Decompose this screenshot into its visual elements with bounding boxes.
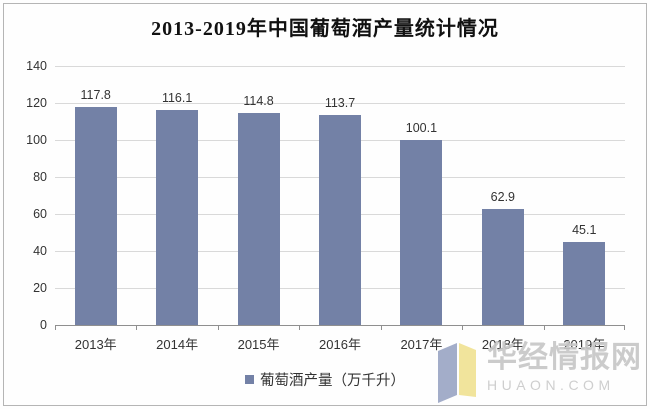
bar-value-label: 113.7 [324,95,356,110]
x-tick-mark [380,326,382,330]
legend-marker-icon [245,375,254,384]
x-tick-mark [543,326,545,330]
y-axis-labels: 0 20 40 60 80 100 120 140 [0,59,47,332]
x-tick-label: 2017年 [400,337,443,352]
x-tick-label: 2016年 [319,337,361,352]
bar-value-label: 100.1 [405,120,438,135]
bar [319,114,361,325]
x-tick-label: 2014年 [156,337,199,352]
legend-label: 葡萄酒产量（万千升） [260,373,405,389]
plot-area: 117.8 116.1 114.8 113.7 100.1 62.9 45.1 [55,66,625,326]
legend: 葡萄酒产量（万千升） [0,369,650,390]
x-tick-label: 2018年 [481,337,524,352]
bar-value-label: 45.1 [572,222,597,237]
bar [156,110,199,325]
x-tick-label: 2013年 [74,337,117,352]
grid-line [55,66,625,67]
y-tick-label: 40 [33,244,47,258]
y-tick-label: 120 [26,96,47,110]
chart-title: 2013-2019年中国葡萄酒产量统计情况 [151,18,499,40]
x-tick-label: 2019年 [563,337,606,352]
y-tick-label: 60 [33,207,47,221]
x-tick-mark [217,326,219,330]
x-tick-mark [136,326,138,330]
bar-value-label: 114.8 [243,93,274,108]
bar-value-label: 117.8 [80,88,111,103]
y-tick-label: 100 [26,133,47,147]
x-tick-label: 2015年 [237,337,280,352]
bar [237,112,280,325]
x-axis-labels: 2013年 2014年 2015年 2016年 2017年 2018年 2019年 [55,334,625,352]
bar [74,107,117,325]
bar [563,241,606,325]
bar-value-label: 62.9 [490,189,516,204]
x-tick-mark [624,326,625,330]
bar-value-label: 116.1 [161,91,193,106]
x-tick-mark [462,326,464,330]
bar [481,208,524,325]
y-tick-label: 20 [33,281,47,295]
y-tick-label: 140 [26,59,47,73]
x-axis-ticks [55,326,625,330]
grid-line [55,103,625,104]
y-tick-label: 80 [33,170,47,184]
bar [400,139,443,325]
x-tick-mark [299,326,301,330]
y-tick-label: 0 [40,318,47,332]
x-tick-mark [55,326,56,330]
